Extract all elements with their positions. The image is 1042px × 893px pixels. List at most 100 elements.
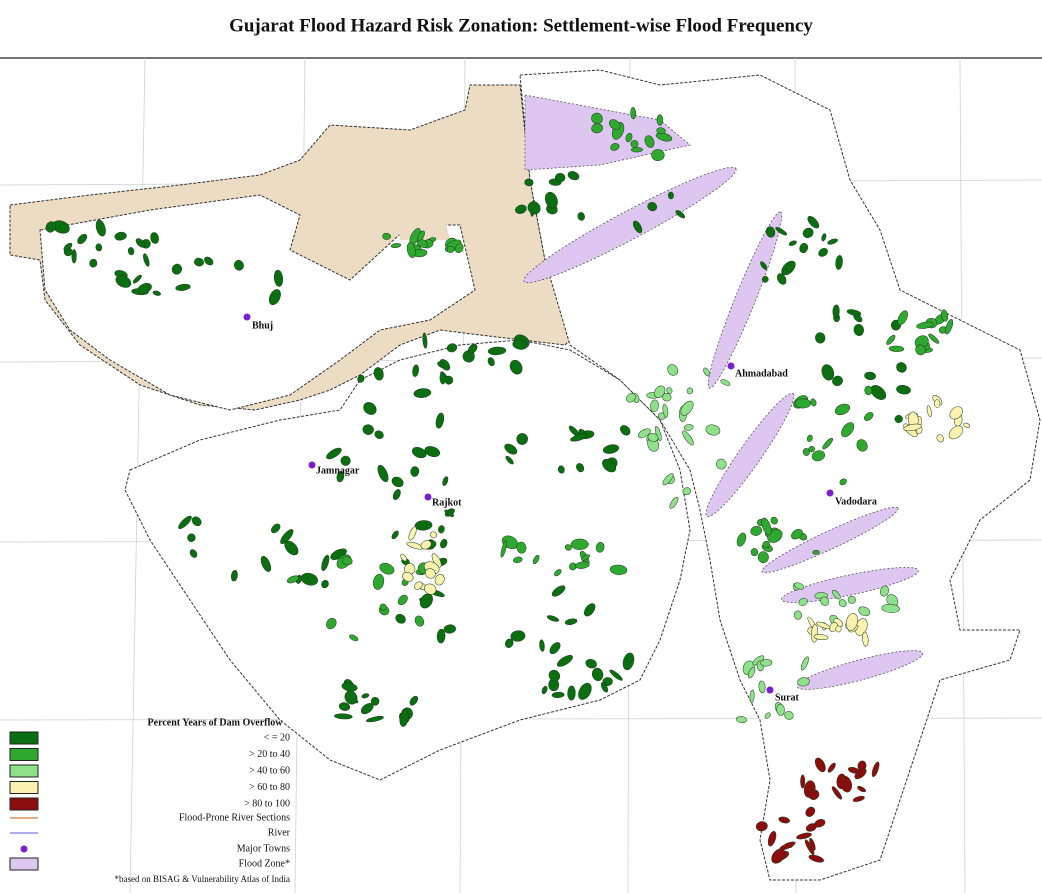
settlement-patch: [409, 695, 419, 706]
settlement-patch: [431, 553, 442, 568]
settlement-patch: [349, 634, 359, 642]
settlement-patch: [736, 532, 747, 547]
settlement-patch: [114, 231, 127, 241]
settlement-patch: [413, 388, 432, 398]
settlement-patch: [567, 171, 580, 181]
settlement-patch: [841, 422, 855, 438]
settlement-patch: [835, 255, 843, 270]
settlement-patch: [591, 112, 603, 125]
settlement-patch: [280, 529, 294, 545]
legend-label: River: [268, 827, 291, 838]
settlement-patch: [379, 562, 395, 575]
settlement-patch: [260, 555, 272, 572]
settlement-patch: [143, 253, 150, 267]
settlement-patch: [510, 630, 526, 642]
settlement-patch: [675, 210, 686, 219]
settlement-patch: [812, 549, 820, 555]
settlement-patch: [838, 599, 847, 608]
settlement-patch: [928, 333, 940, 344]
settlement-patch: [881, 603, 900, 613]
settlement-patch: [95, 219, 106, 237]
settlement-patch: [397, 594, 408, 606]
settlement-patch: [758, 680, 766, 694]
legend-swatch: [9, 748, 39, 761]
settlement-patch: [894, 415, 903, 423]
settlement-patch: [436, 628, 446, 644]
town-label: Jamnagar: [316, 465, 360, 476]
settlement-patch: [357, 374, 365, 383]
settlement-patch: [541, 685, 548, 695]
settlement-patch: [647, 433, 659, 442]
settlement-patch: [934, 399, 941, 408]
settlement-patch: [505, 455, 514, 465]
settlement-patch: [391, 530, 399, 540]
settlement-patch: [794, 398, 811, 409]
flood-zones: [523, 94, 924, 690]
settlement-patch: [512, 339, 528, 350]
settlement-patch: [575, 561, 590, 569]
settlement-patch: [89, 258, 98, 268]
settlement-patch: [827, 762, 836, 773]
settlement-patch: [171, 263, 183, 275]
settlement-patch: [847, 767, 860, 774]
settlement-patch: [656, 127, 666, 134]
settlement-patch: [570, 433, 588, 442]
settlement-patch: [814, 757, 826, 773]
settlement-patch: [807, 216, 820, 229]
settlement-patch: [377, 464, 389, 483]
settlement-patch: [608, 119, 621, 130]
settlement-patch: [897, 310, 908, 326]
settlement-patch: [591, 123, 603, 134]
settlement-patch: [834, 403, 850, 416]
settlement-patch: [610, 143, 620, 151]
settlement-patch: [539, 639, 545, 652]
settlement-patch: [556, 655, 573, 667]
legend-title: Percent Years of Dam Overflow: [148, 717, 284, 728]
settlement-patch: [815, 332, 826, 344]
settlement-patch: [832, 304, 840, 319]
settlement-patch: [686, 387, 694, 395]
settlement-patch: [585, 659, 597, 669]
settlement-patch: [77, 233, 88, 245]
settlement-patch: [632, 220, 643, 234]
town-label: Bhuj: [252, 320, 273, 331]
settlement-patch: [736, 716, 747, 724]
settlement-patch: [564, 544, 572, 551]
settlement-patch: [513, 556, 523, 563]
settlement-patch: [626, 393, 636, 403]
settlement-patch: [716, 458, 727, 470]
settlement-patch: [516, 541, 527, 554]
settlement-patch: [487, 346, 507, 356]
settlement-patch: [880, 585, 889, 597]
settlement-patch: [886, 334, 896, 345]
legend-label: > 80 to 100: [244, 798, 290, 809]
town-label: Rajkot: [432, 497, 462, 508]
settlement-patch: [864, 412, 874, 421]
settlement-patch: [414, 520, 433, 531]
settlement-patch: [321, 580, 329, 589]
settlement-patch: [762, 275, 769, 283]
settlement-patch: [437, 361, 445, 368]
settlement-patch: [888, 345, 905, 352]
settlement-patch: [373, 367, 384, 381]
settlement-patch: [760, 261, 768, 270]
settlement-patch: [554, 569, 562, 577]
settlement-patch: [669, 496, 679, 509]
settlement-patch: [424, 568, 436, 579]
settlement-patch: [366, 716, 384, 723]
settlement-patch: [655, 132, 673, 142]
settlement-patch: [651, 149, 665, 162]
settlement-patch: [584, 603, 596, 617]
settlement-patch: [150, 232, 159, 244]
settlement-patch: [390, 243, 402, 249]
settlement-patch: [813, 634, 829, 641]
settlement-patch: [896, 384, 911, 395]
legend-label: Flood-Prone River Sections: [179, 812, 290, 823]
settlement-patch: [845, 612, 858, 631]
settlement-patch: [127, 247, 135, 256]
settlement-patch: [422, 332, 428, 349]
settlement-patch: [856, 439, 868, 452]
settlement-patch: [750, 548, 759, 557]
settlement-patch: [132, 274, 142, 284]
settlement-patch: [326, 617, 337, 630]
